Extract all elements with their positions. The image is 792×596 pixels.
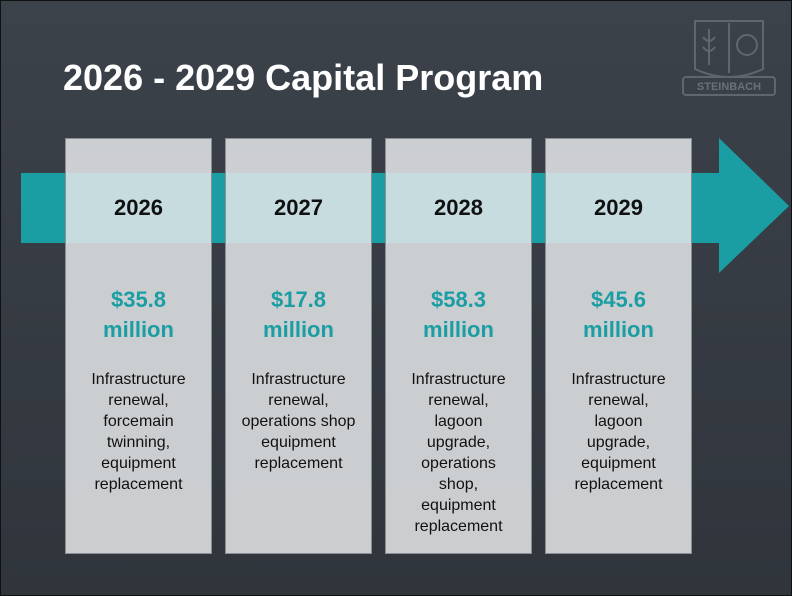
description-line: Infrastructure bbox=[251, 371, 346, 388]
description-line: equipment bbox=[101, 455, 176, 472]
year-column: 2026 $35.8 million Infrastructure renewal, fo… bbox=[65, 138, 212, 554]
title: 2026 - 2029 Capital Program bbox=[63, 57, 544, 98]
description-line: replacement bbox=[574, 476, 663, 493]
amount: $35.8 million bbox=[66, 285, 211, 345]
amount: $45.6 million bbox=[546, 285, 691, 345]
year: 2029 bbox=[594, 195, 643, 220]
description-line: lagoon bbox=[434, 413, 483, 430]
description-line: operations bbox=[421, 455, 496, 472]
year-column: 2027 $17.8 million Infrastructure renewal, op… bbox=[225, 138, 372, 554]
description-line: forcemain bbox=[103, 413, 174, 430]
year-column: 2028 $58.3 million Infrastructure renewal, la… bbox=[385, 138, 532, 554]
amount-value: $58.3 bbox=[430, 287, 487, 312]
logo-text: STEINBACH bbox=[697, 81, 761, 93]
description-line: renewal, bbox=[108, 392, 169, 409]
amount-unit: million bbox=[423, 317, 494, 342]
description-line: Infrastructure bbox=[411, 371, 506, 388]
description-line: operations shop bbox=[241, 413, 356, 430]
description-line: upgrade, bbox=[586, 434, 651, 451]
description-line: renewal, bbox=[428, 392, 489, 409]
amount-value: $45.6 bbox=[590, 287, 647, 312]
logo: STEINBACH bbox=[682, 20, 776, 96]
description: Infrastructure renewal, lagoon upgrade, oper… bbox=[386, 369, 531, 537]
description-line: equipment bbox=[421, 497, 496, 514]
amount-unit: million bbox=[263, 317, 334, 342]
description-line: replacement bbox=[94, 476, 183, 493]
description-line: equipment bbox=[581, 455, 656, 472]
description-line: Infrastructure bbox=[91, 371, 186, 388]
year: 2028 bbox=[434, 195, 483, 220]
description-line: replacement bbox=[414, 518, 503, 535]
description-line: equipment bbox=[261, 434, 336, 451]
year-column: 2029 $45.6 million Infrastructure renewal, la… bbox=[545, 138, 692, 554]
description: Infrastructure renewal, forcemain twinning,… bbox=[66, 369, 211, 495]
amount-value: $17.8 bbox=[270, 287, 327, 312]
description-line: Infrastructure bbox=[571, 371, 666, 388]
description-line: renewal, bbox=[588, 392, 649, 409]
description: Infrastructure renewal, lagoon upgrade, equi… bbox=[546, 369, 691, 495]
description-line: shop, bbox=[438, 476, 479, 493]
amount-unit: million bbox=[103, 317, 174, 342]
amount: $58.3 million bbox=[386, 285, 531, 345]
description-line: renewal, bbox=[268, 392, 329, 409]
amount: $17.8 million bbox=[226, 285, 371, 345]
description-line: lagoon bbox=[594, 413, 643, 430]
year: 2027 bbox=[274, 195, 323, 220]
amount-unit: million bbox=[583, 317, 654, 342]
description-line: replacement bbox=[254, 455, 343, 472]
description-line: upgrade, bbox=[426, 434, 491, 451]
amount-value: $35.8 bbox=[110, 287, 167, 312]
year: 2026 bbox=[114, 195, 163, 220]
description: Infrastructure renewal, operations shop equ… bbox=[226, 369, 371, 474]
description-line: twinning, bbox=[106, 434, 171, 451]
